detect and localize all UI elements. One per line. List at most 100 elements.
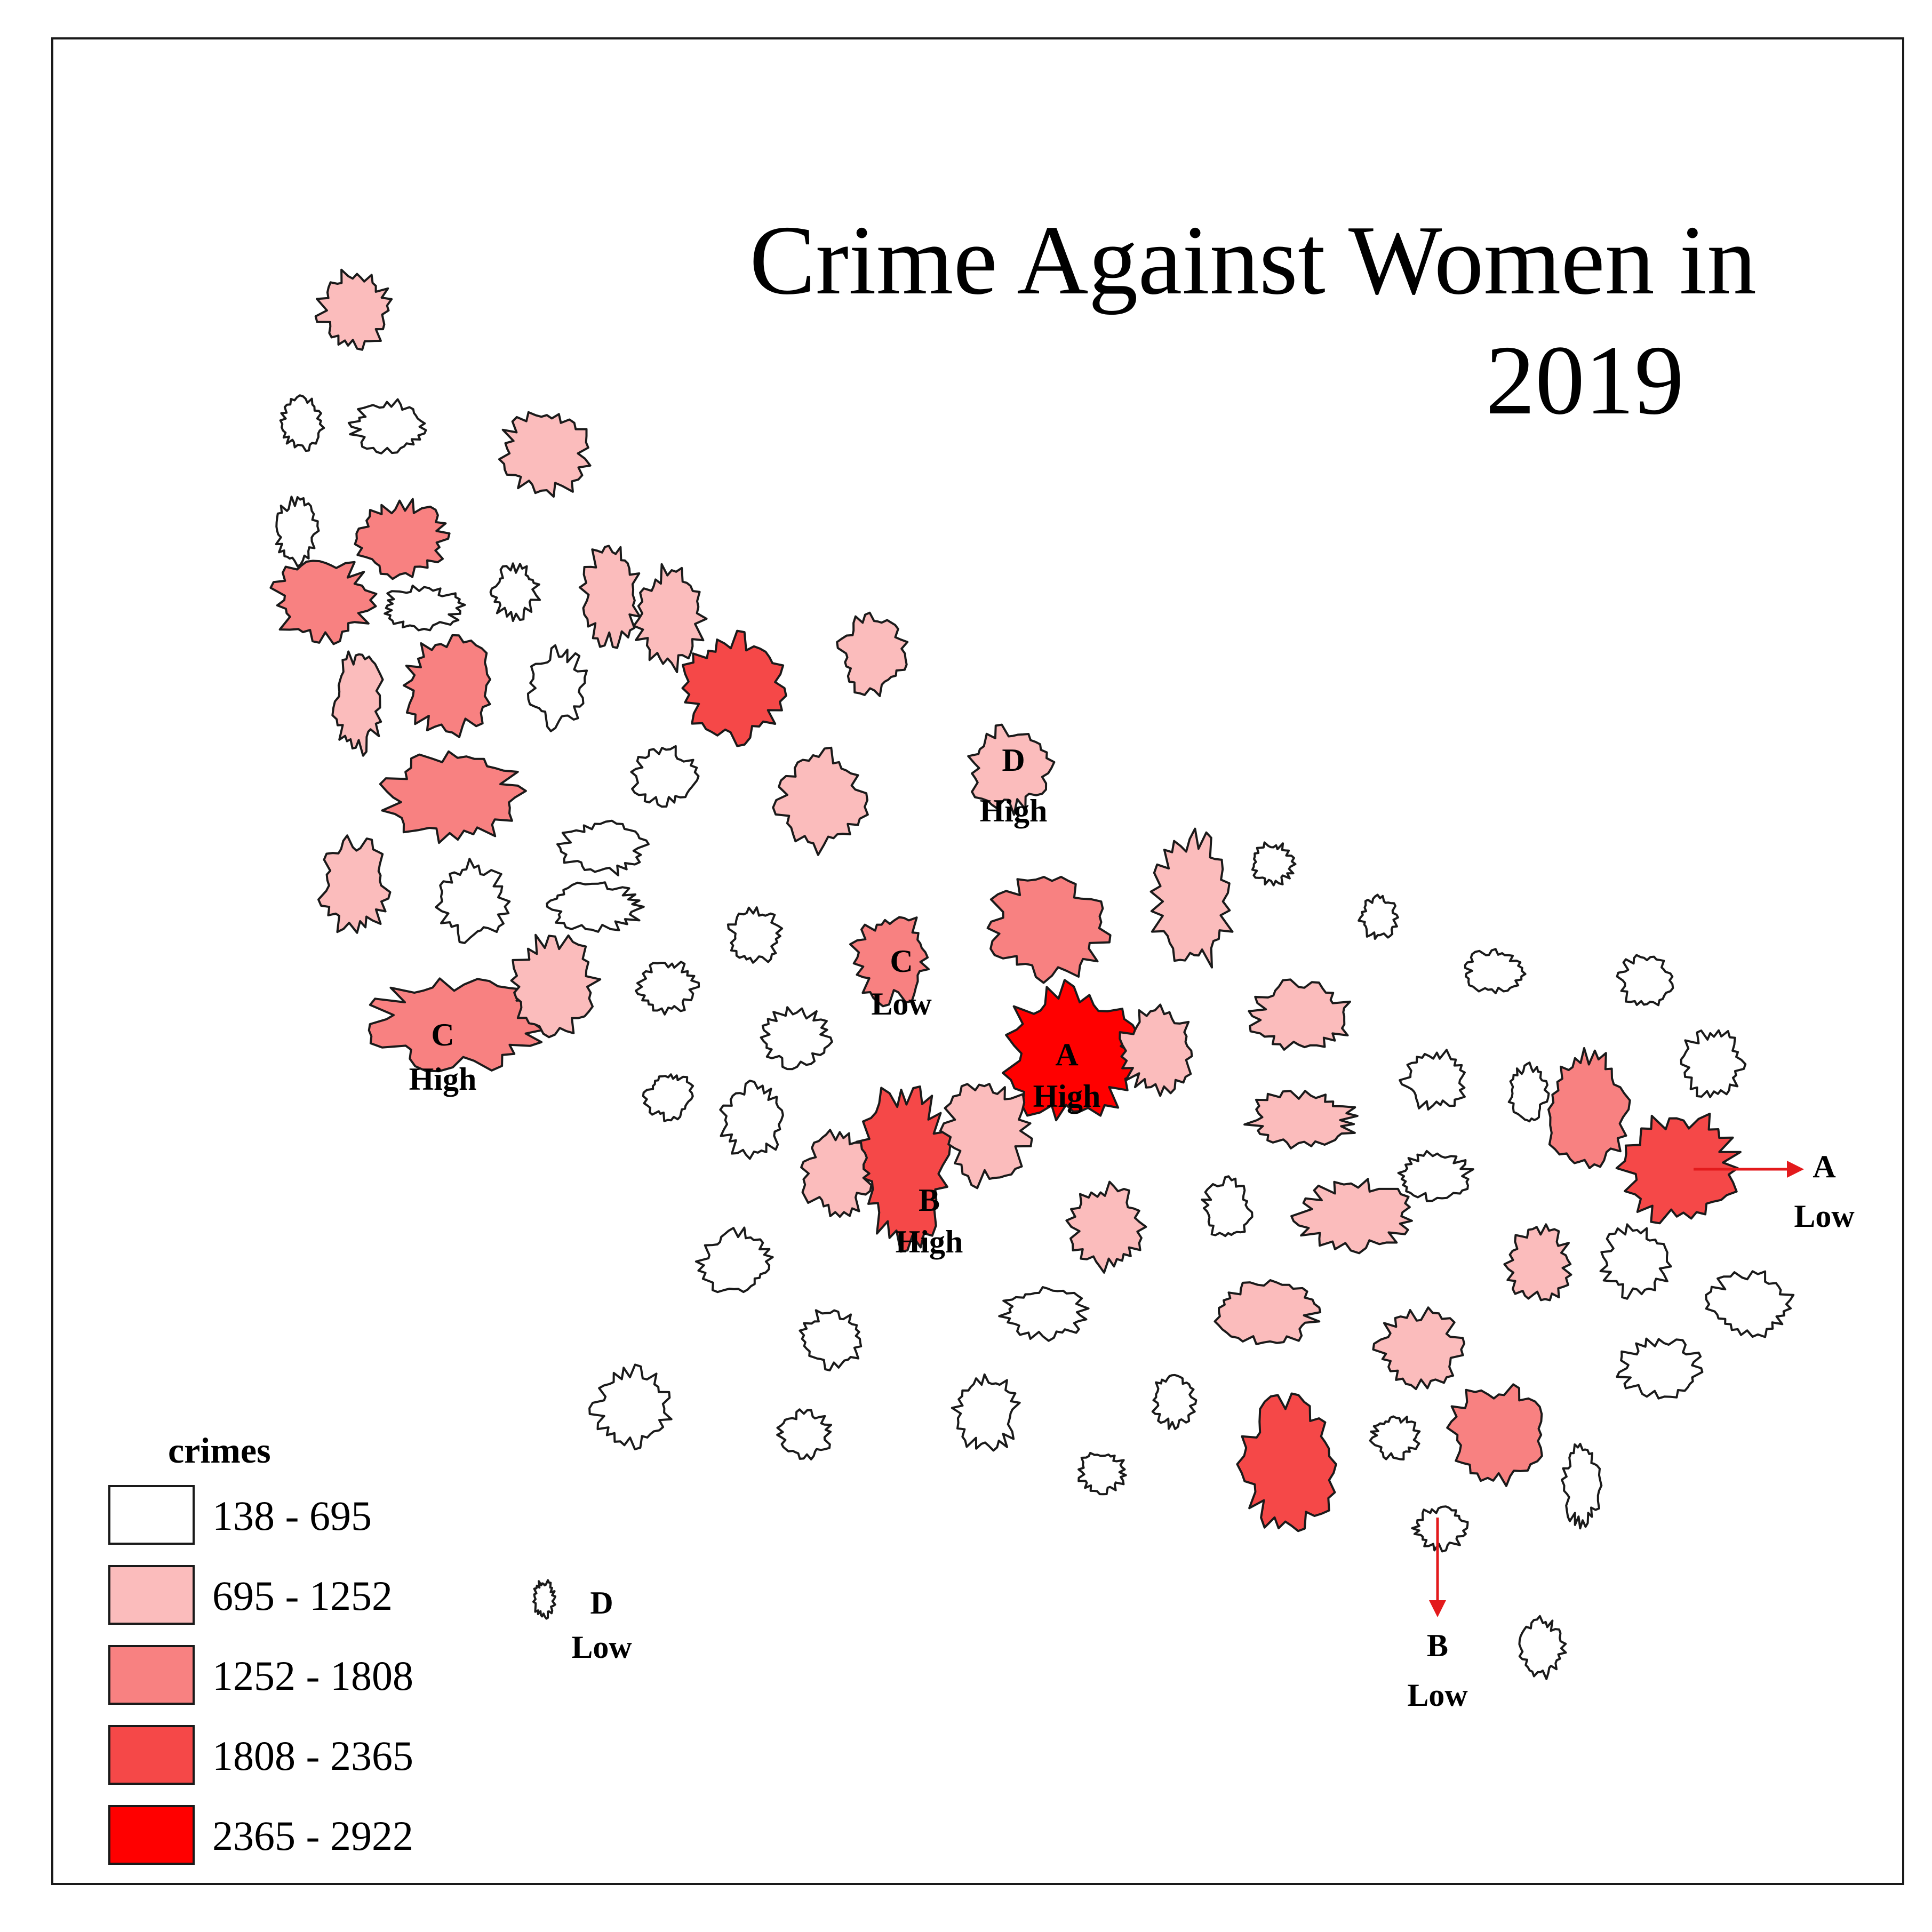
district-polygon [354,498,451,580]
label-d-high: D High [980,743,1048,828]
label-a-high-letter: A [1055,1037,1078,1072]
district-polygon [1236,1392,1337,1532]
label-d-high-level: High [980,793,1048,828]
district-polygon [1372,1306,1466,1391]
district-polygon [1503,1223,1572,1302]
district-polygon [1248,978,1351,1051]
district-polygon [317,834,392,934]
district-polygon [1201,1175,1254,1238]
label-b-low: B Low [1407,1628,1468,1713]
district-polygon [269,560,378,645]
district-polygon [556,819,650,876]
label-d-high-letter: D [1002,743,1025,778]
legend-item-3: 1252 - 1808 [108,1645,413,1705]
district-polygon [939,1083,1033,1189]
district-polygon [489,562,541,622]
district-polygon [1151,1374,1197,1430]
label-c-high: C High [409,1017,477,1097]
district-polygon [1119,1003,1193,1097]
district-polygon [998,1286,1090,1342]
district-polygon [1561,1442,1603,1530]
legend-label-1: 138 - 695 [212,1492,372,1539]
label-a-high: A High [1033,1037,1101,1114]
district-polygon [331,650,384,757]
district-polygon [1615,1113,1742,1225]
district-polygon [633,563,708,673]
district-polygon [1616,1337,1704,1400]
district-polygon [694,1226,774,1294]
district-polygon [772,746,869,856]
label-a-low-letter: A [1813,1149,1835,1184]
district-polygon [1599,1223,1672,1300]
district-polygon [800,1129,873,1218]
label-d-low-level: Low [571,1630,632,1665]
label-a-high-level: High [1033,1079,1101,1114]
district-polygon [546,881,645,933]
district-polygon [1680,1029,1747,1098]
district-polygon [532,1579,556,1620]
legend-item-4: 1808 - 2365 [108,1725,413,1785]
district-polygon [1399,1049,1466,1111]
label-c-low: C Low [871,944,932,1021]
district-polygon [1705,1270,1795,1338]
district-layer [269,268,1795,1680]
legend-swatch-4 [108,1725,195,1785]
label-c-high-level: High [409,1061,477,1097]
legend-item-1: 138 - 695 [108,1485,372,1545]
legend-item-5: 2365 - 2922 [108,1805,413,1865]
label-a-low: A Low [1794,1149,1855,1234]
label-a-low-level: Low [1794,1199,1855,1234]
district-polygon [1518,1615,1567,1680]
district-polygon [498,411,592,498]
district-polygon [314,268,393,351]
legend-label-2: 695 - 1252 [212,1572,393,1619]
district-polygon [379,750,527,844]
label-b-high-letter: B [919,1183,940,1218]
arrow-b-low [1429,1518,1446,1617]
district-polygon [1149,827,1234,969]
label-d-low: D Low [571,1585,632,1665]
district-polygon [510,933,602,1039]
district-polygon [635,961,700,1016]
district-polygon [1464,948,1527,994]
legend-label-5: 2365 - 2922 [212,1813,413,1859]
legend-title: crimes [168,1430,271,1471]
district-polygon [849,916,930,1008]
district-polygon [1358,893,1399,940]
district-polygon [275,496,320,568]
district-polygon [760,1006,833,1071]
district-polygon [776,1408,832,1460]
district-polygon [279,394,325,452]
map-title-line1: Crime Against Women in [749,205,1757,315]
map-frame [51,37,1904,1885]
legend-swatch-2 [108,1565,195,1625]
legend-swatch-1 [108,1485,195,1545]
district-polygon [1214,1279,1322,1345]
legend-item-2: 695 - 1252 [108,1565,393,1625]
district-polygon [1077,1451,1127,1496]
label-d-low-letter: D [590,1585,613,1620]
district-polygon [384,584,466,632]
district-polygon [368,977,554,1073]
district-polygon [727,906,784,964]
district-polygon [799,1309,863,1371]
district-polygon [1065,1180,1147,1274]
district-polygon [719,1080,784,1160]
district-polygon [1243,1090,1359,1149]
legend-swatch-5 [108,1805,195,1865]
district-polygon [951,1373,1021,1452]
label-c-high-letter: C [431,1017,454,1052]
district-polygon [435,858,511,944]
label-b-high: B High [896,1183,963,1259]
district-polygon [1446,1383,1543,1487]
district-polygon [402,634,491,738]
map-title-line2: 2019 [1486,325,1684,435]
district-polygon [967,723,1056,816]
district-polygon [588,1363,673,1450]
label-b-low-letter: B [1427,1628,1448,1663]
legend-label-4: 1808 - 2365 [212,1733,413,1779]
district-polygon [642,1073,694,1122]
district-polygon [1002,979,1141,1122]
district-polygon [1411,1505,1469,1553]
